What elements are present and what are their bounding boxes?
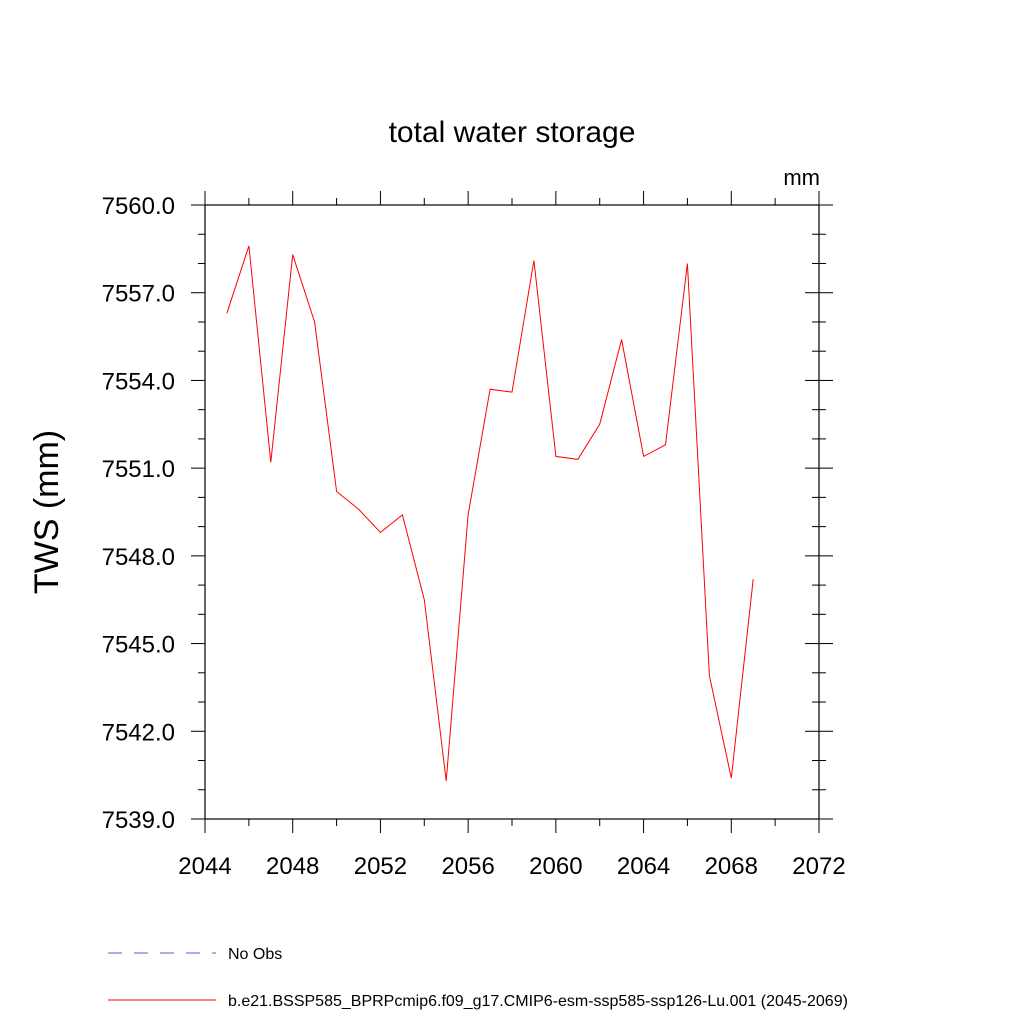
- y-tick-label: 7542.0: [102, 719, 175, 746]
- y-axis: 7539.0 7542.0 7545.0 7548.0 7551.0 7554.0 7557…: [102, 193, 833, 834]
- legend-label-no-obs: No Obs: [228, 946, 282, 963]
- x-tick-label: 2060: [529, 853, 582, 880]
- x-tick-label: 2048: [266, 853, 319, 880]
- y-tick-label: 7560.0: [102, 193, 175, 220]
- legend: No Obs b.e21.BSSP585_BPRPcmip6.f09_g17.C…: [108, 946, 848, 1010]
- y-axis-label: TWS (mm): [28, 430, 66, 594]
- legend-label-simulation: b.e21.BSSP585_BPRPcmip6.f09_g17.CMIP6-es…: [228, 993, 848, 1010]
- y-tick-label: 7554.0: [102, 368, 175, 395]
- units-label: mm: [783, 165, 820, 190]
- plot-frame: [204, 204, 820, 820]
- y-tick-label: 7548.0: [102, 544, 175, 571]
- series-line: [226, 245, 754, 782]
- x-axis: 2044 2048 2052 2056 2060 2064 2068 2072: [178, 191, 846, 880]
- y-tick-label: 7539.0: [102, 807, 175, 834]
- x-tick-label: 2064: [617, 853, 670, 880]
- series-layer: [226, 245, 754, 782]
- x-tick-label: 2072: [792, 853, 845, 880]
- x-tick-label: 2068: [705, 853, 758, 880]
- y-tick-label: 7551.0: [102, 456, 175, 483]
- y-tick-label: 7545.0: [102, 632, 175, 659]
- x-tick-label: 2056: [441, 853, 494, 880]
- x-tick-label: 2044: [178, 853, 231, 880]
- chart-title: total water storage: [389, 116, 636, 149]
- y-tick-label: 7557.0: [102, 281, 175, 308]
- x-tick-label: 2052: [354, 853, 407, 880]
